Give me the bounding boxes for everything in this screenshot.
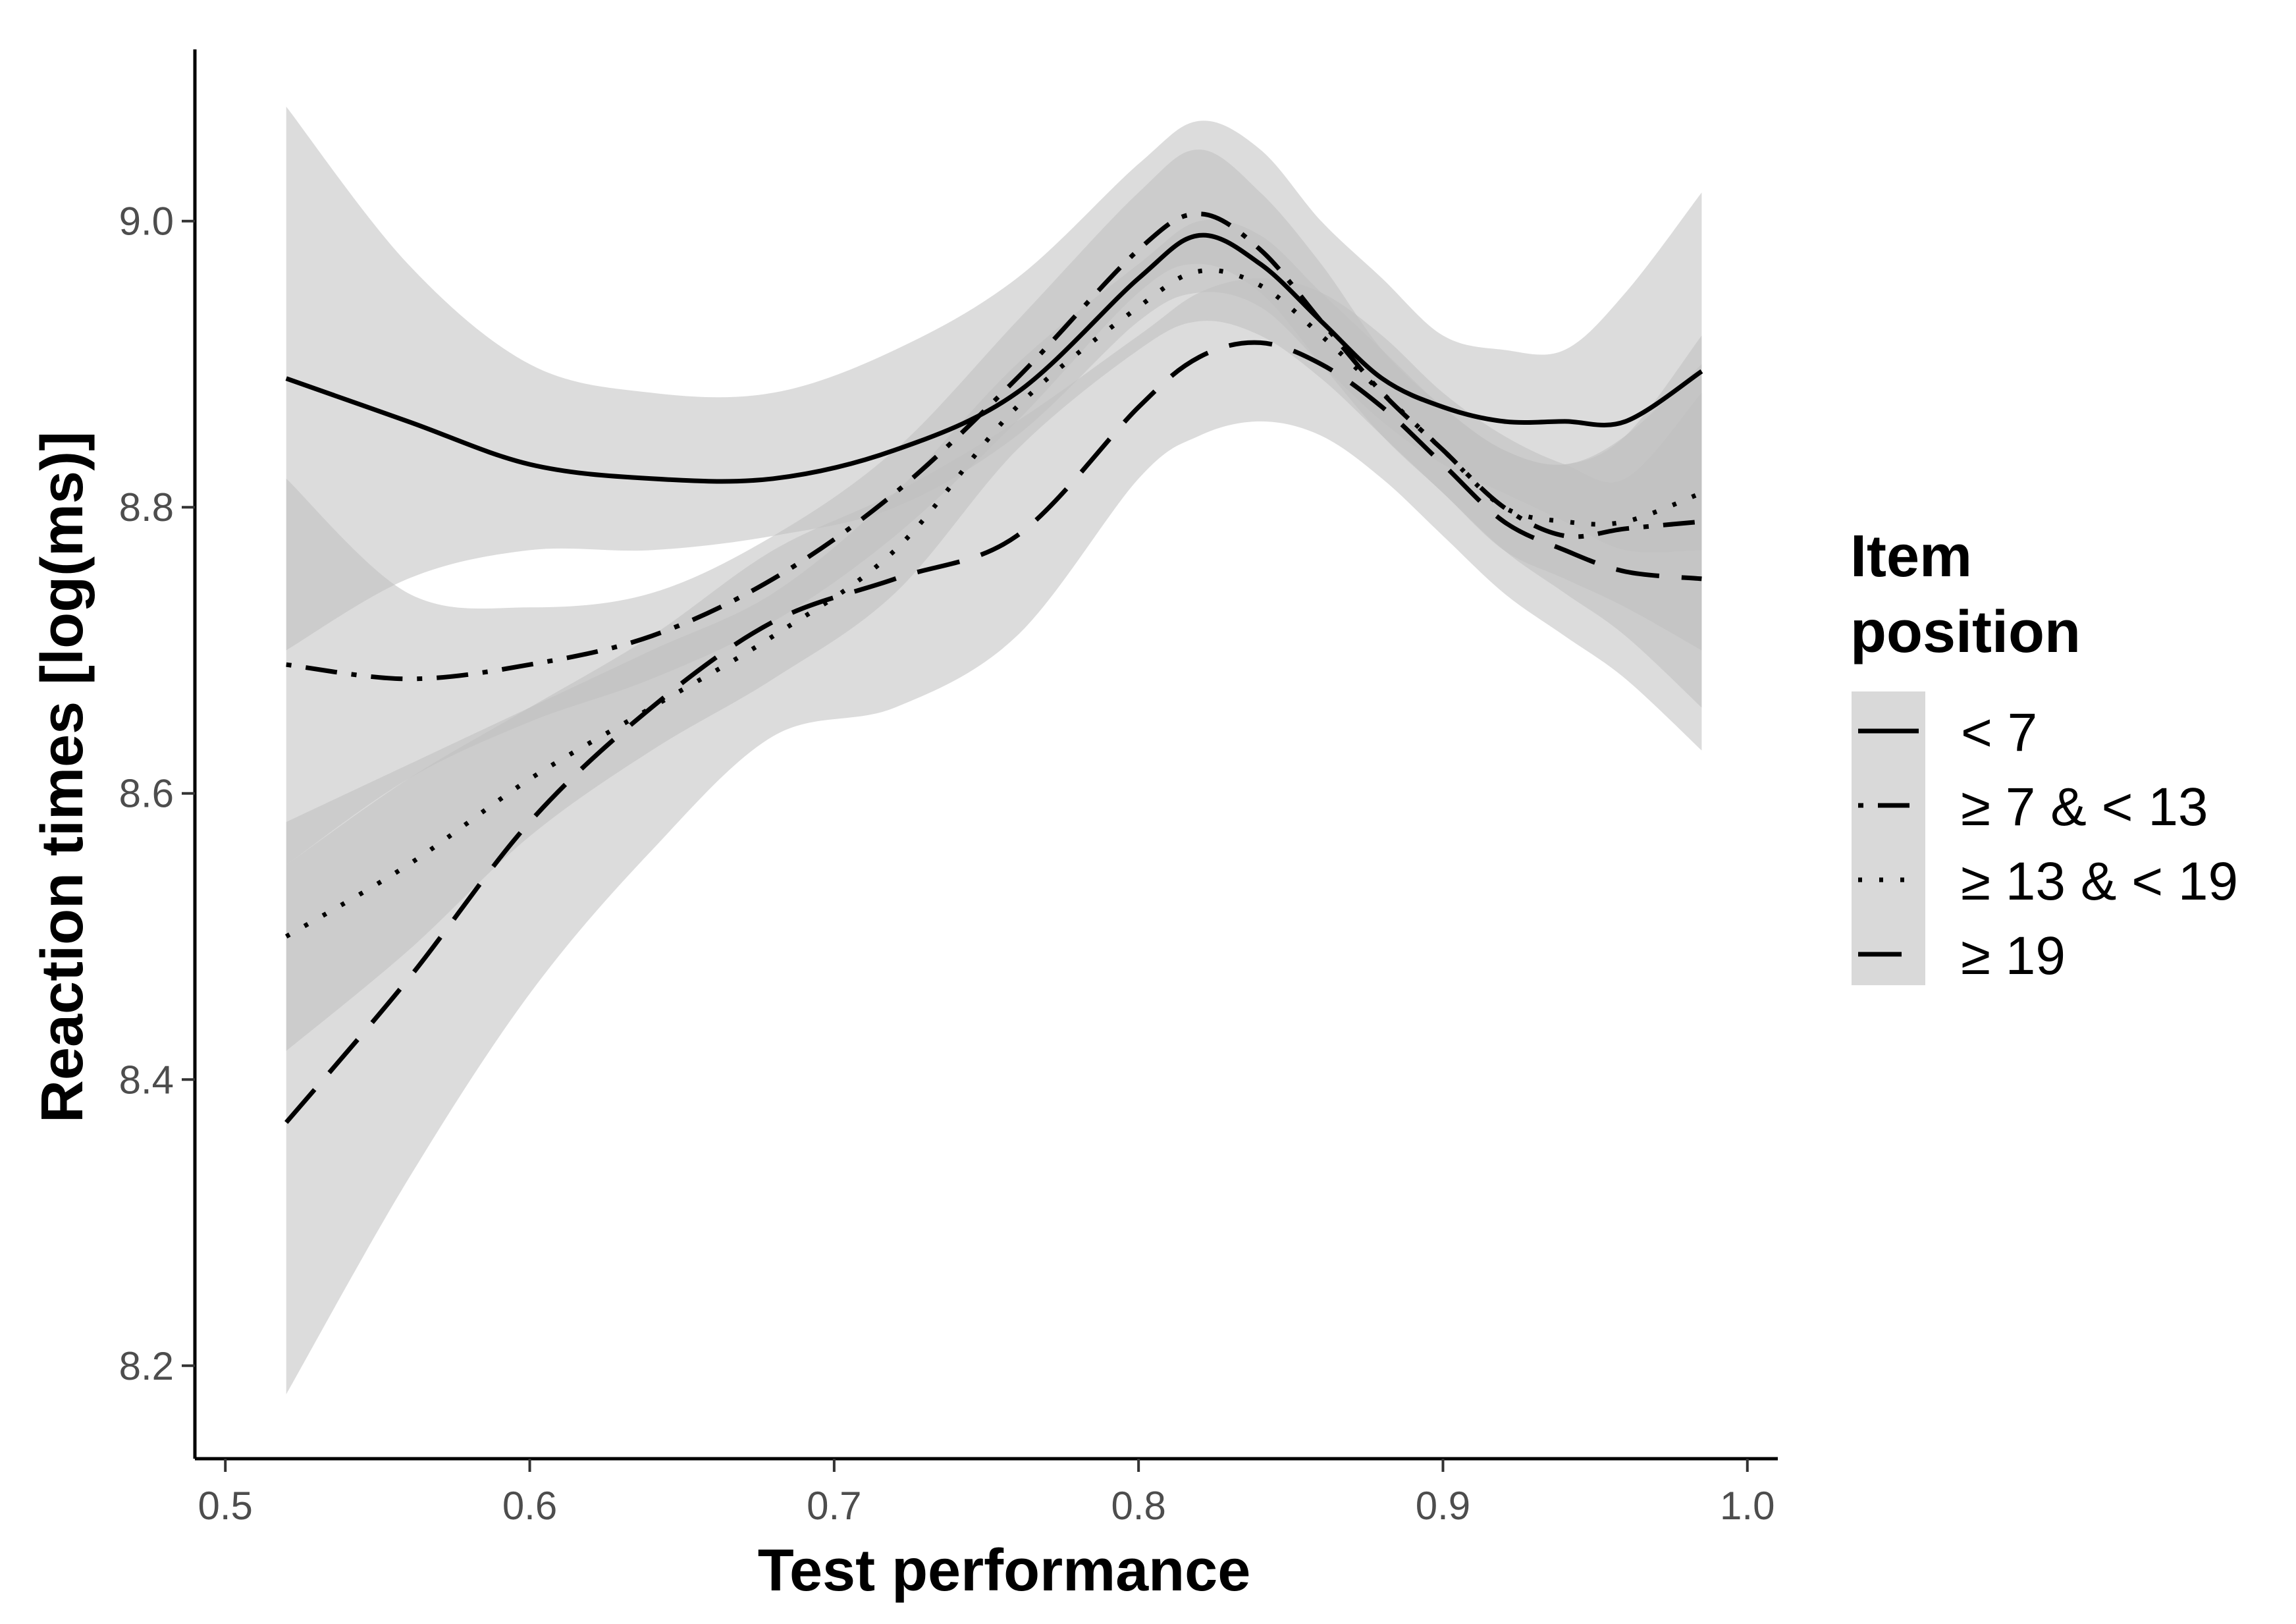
y-tick-label: 8.4	[119, 1058, 174, 1102]
legend: Item position < 7 ≥ 7 & < 13 ≥ 13 & < 19…	[1850, 524, 2238, 986]
y-tick-label: 9.0	[119, 200, 174, 244]
x-tick-label: 0.6	[502, 1484, 557, 1528]
legend-label-ge19: ≥ 19	[1961, 926, 2066, 986]
axes	[193, 49, 1778, 1461]
x-axis-ticks: 0.5 0.6 0.7 0.8 0.9 1.0	[198, 1459, 1775, 1528]
x-tick-label: 0.9	[1416, 1484, 1470, 1528]
y-tick-label: 8.8	[119, 485, 174, 529]
confidence-bands	[286, 106, 1702, 1395]
y-axis-title: Reaction times [log(ms)]	[30, 431, 95, 1123]
line-dotdash-2	[286, 211, 1702, 682]
legend-label-lt7: < 7	[1961, 703, 2037, 763]
legend-title-line-1: Item	[1850, 524, 1972, 589]
legend-title-line-2: position	[1850, 599, 2081, 665]
line-longdash-4	[284, 340, 1702, 1124]
legend-label-13-19: ≥ 13 & < 19	[1961, 852, 2238, 911]
y-tick-label: 8.2	[119, 1344, 174, 1388]
x-tick-label: 1.0	[1720, 1484, 1775, 1528]
y-tick-label: 8.6	[119, 772, 174, 816]
x-tick-label: 0.5	[198, 1484, 253, 1528]
x-tick-label: 0.8	[1111, 1484, 1165, 1528]
legend-label-7-13: ≥ 7 & < 13	[1961, 777, 2208, 837]
series-lines	[284, 211, 1703, 1124]
band-4	[286, 278, 1702, 1395]
y-axis-ticks: 8.2 8.4 8.6 8.8 9.0	[119, 200, 195, 1388]
legend-keys	[1858, 728, 1919, 957]
x-axis-title: Test performance	[758, 1538, 1251, 1604]
legend-key-background	[1852, 691, 1925, 985]
x-tick-label: 0.7	[807, 1484, 861, 1528]
line-solid-1	[285, 232, 1703, 484]
